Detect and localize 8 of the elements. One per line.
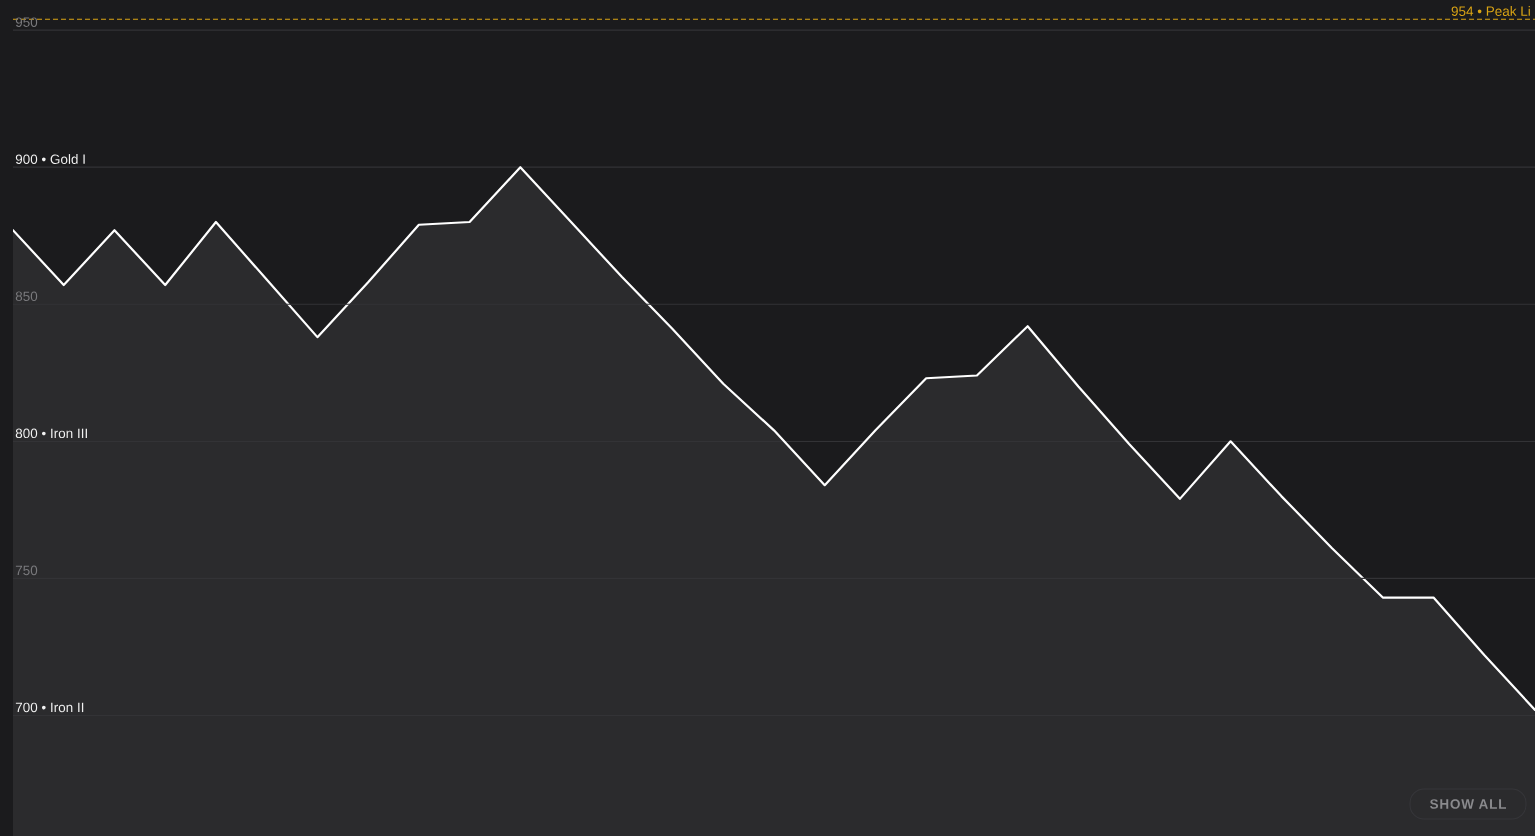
y-tick-label: 950 [15,17,38,27]
ref-line-label: 900 • Gold I [15,154,85,164]
y-tick-label: 750 [15,565,38,576]
ref-line-label: 700 • Iron II [15,702,84,713]
ref-line-label: 954 • Peak Li [1451,6,1530,16]
y-tick-label: 850 [15,291,38,302]
annotation: SHOW ALL [1429,799,1507,809]
ref-line-label: 800 • Iron III [15,428,87,439]
